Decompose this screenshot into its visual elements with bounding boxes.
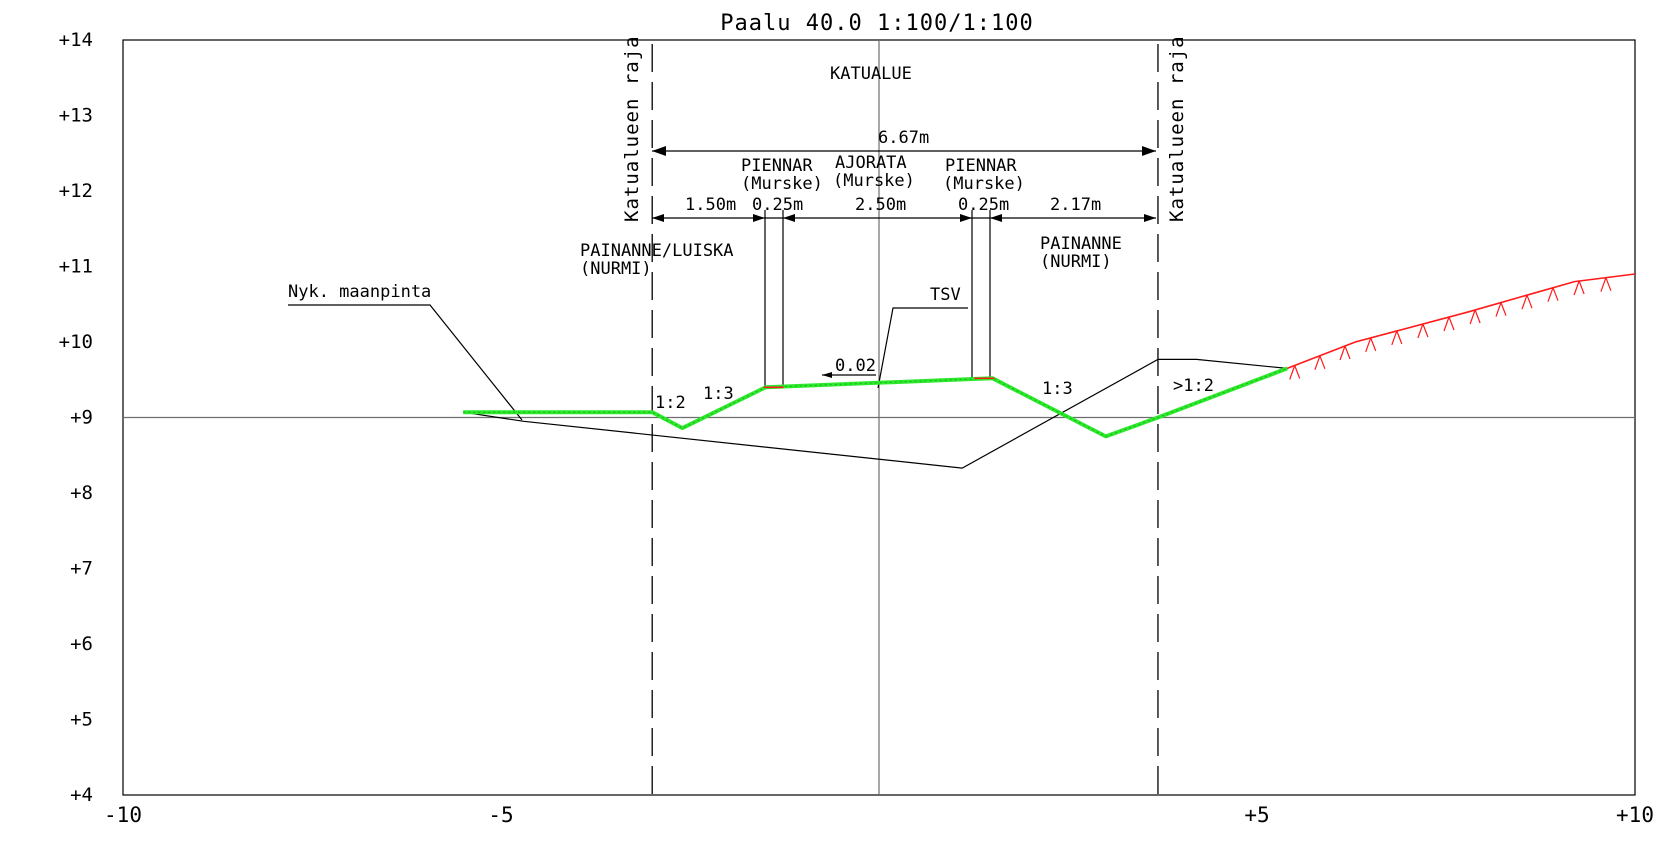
dim-segment-1: 1.50m [685, 195, 736, 215]
slope-label-4: >1:2 [1173, 376, 1214, 396]
boundary-label-right: Katualueen raja [1166, 35, 1188, 222]
cut-hatch-mark [1443, 316, 1455, 332]
shoulder-extension-lines [764, 210, 991, 388]
right-ditch-label: PAINANNE [1040, 234, 1122, 254]
y-tick-label: +8 [70, 482, 93, 504]
y-tick-label: +7 [70, 558, 93, 580]
dim-segment-2: 0.25m [752, 195, 803, 215]
left-ditch-label: PAINANNE/LUISKA [580, 241, 734, 261]
x-axis-ticks: -10 -5 +5 +10 [104, 803, 1654, 827]
cut-hatch-mark [1469, 309, 1481, 325]
slope-label-2: 1:3 [703, 384, 734, 404]
y-tick-label: +4 [70, 784, 93, 806]
total-dimension-label: 6.67m [878, 128, 929, 148]
tsv-label: TSV [930, 285, 961, 305]
cut-slope-line [1286, 273, 1636, 370]
grass-surface-line [463, 366, 1288, 439]
boundary-label-left: Katualueen raja [621, 35, 643, 222]
carriageway-label: AJORATA [835, 153, 907, 173]
cut-hatch-mark [1547, 287, 1559, 302]
profiles [463, 273, 1636, 469]
segment-dimensions: 1.50m 0.25m 2.50m 0.25m 2.17m [652, 195, 1156, 222]
cut-hatch-mark [1417, 323, 1429, 339]
right-shoulder-label: PIENNAR [945, 156, 1017, 176]
y-tick-label: +12 [59, 180, 93, 202]
slope-label-1: 1:2 [655, 393, 686, 413]
existing-ground-label: Nyk. maanpinta [288, 282, 431, 302]
slope-label-3: 1:3 [1042, 379, 1073, 399]
x-tick-label: -5 [488, 803, 513, 827]
cut-hatch-mark [1391, 330, 1403, 346]
left-shoulder-label: PIENNAR [741, 156, 813, 176]
dim-segment-3: 2.50m [855, 195, 906, 215]
y-tick-label: +14 [59, 29, 93, 51]
carriageway-material: (Murske) [833, 171, 915, 191]
street-area-boundaries [651, 44, 1159, 795]
y-tick-label: +9 [70, 407, 93, 429]
y-tick-label: +5 [70, 709, 93, 731]
cut-hatch-mark [1600, 277, 1612, 292]
left-shoulder-material: (Murske) [741, 174, 823, 194]
dim-segment-4: 0.25m [958, 195, 1009, 215]
cut-hatch-mark [1573, 280, 1585, 296]
cut-hatch-mark [1365, 337, 1377, 353]
left-ditch-surface: (NURMI) [580, 259, 652, 279]
x-tick-label: +10 [1616, 803, 1654, 827]
cut-hatch-mark [1339, 345, 1351, 361]
crossfall-annotation: 0.02 [822, 356, 876, 378]
drawing-title: Paalu 40.0 1:100/1:100 [720, 11, 1033, 36]
x-tick-label: +5 [1244, 803, 1269, 827]
right-ditch-surface: (NURMI) [1040, 252, 1112, 272]
y-tick-label: +11 [59, 256, 93, 278]
right-shoulder-material: (Murske) [943, 174, 1025, 194]
y-tick-label: +13 [59, 105, 93, 127]
tsv-leader: TSV [877, 285, 968, 389]
existing-ground-leader: Nyk. maanpinta [288, 282, 523, 421]
y-tick-label: +6 [70, 633, 93, 655]
cut-hatch-mark [1521, 294, 1533, 310]
crossfall-label: 0.02 [835, 356, 876, 376]
street-area-label: KATUALUE [830, 64, 912, 84]
x-tick-label: -10 [104, 803, 142, 827]
y-tick-label: +10 [59, 331, 93, 353]
cut-hatch-mark [1289, 365, 1301, 380]
y-axis-ticks: +14 +13 +12 +11 +10 +9 +8 +7 +6 +5 +4 [59, 29, 93, 806]
total-dimension: 6.67m [652, 128, 1156, 156]
dim-segment-5: 2.17m [1050, 195, 1101, 215]
cut-hatch-mark [1495, 302, 1507, 317]
cut-hatch-mark [1314, 355, 1326, 371]
grass-hatch-line [463, 367, 1288, 437]
